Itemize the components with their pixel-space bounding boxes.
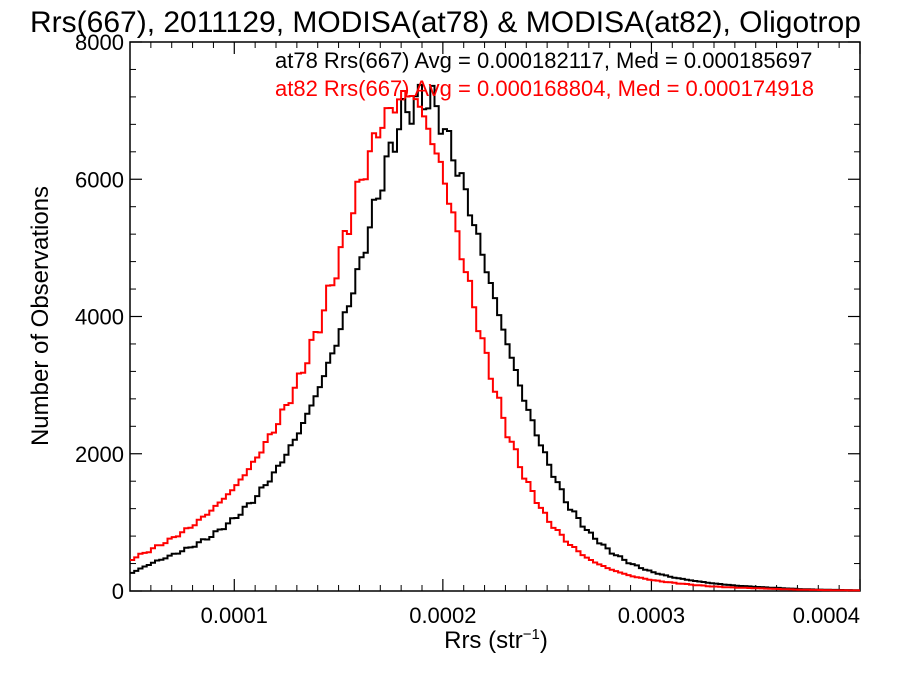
annotation-at82: at82 Rrs(667) Avg = 0.000168804, Med = 0…: [275, 76, 814, 101]
x-axis-label: Rrs (str−1): [444, 626, 548, 654]
y-tick-label: 6000: [75, 167, 124, 192]
y-tick-label: 8000: [75, 30, 124, 55]
y-axis-label: Number of Observations: [27, 186, 54, 446]
x-tick-label: 0.0003: [618, 603, 685, 628]
y-tick-label: 0: [112, 579, 124, 604]
series-line-at78: [130, 83, 860, 592]
plot-frame: [129, 41, 861, 592]
series-layer: [130, 83, 860, 592]
x-tick-label: 0.0001: [201, 603, 268, 628]
x-tick-label: 0.0002: [409, 603, 476, 628]
x-tick-label: 0.0004: [793, 603, 860, 628]
y-axis: 0 2000 4000 6000 8000: [75, 30, 860, 604]
chart-title: Rrs(667), 2011129, MODISA(at78) & MODISA…: [30, 6, 861, 39]
x-axis-label-sup: −1: [523, 626, 540, 643]
y-tick-label: 4000: [75, 305, 124, 330]
x-axis-label-main: Rrs (str: [444, 627, 523, 654]
annotation-at78: at78 Rrs(667) Avg = 0.000182117, Med = 0…: [275, 48, 812, 73]
series-line-at82: [130, 90, 860, 592]
x-axis-label-close: ): [540, 627, 548, 654]
x-axis: 0.0001 0.0002 0.0003 0.0004: [150, 42, 861, 628]
y-tick-label: 2000: [75, 442, 124, 467]
